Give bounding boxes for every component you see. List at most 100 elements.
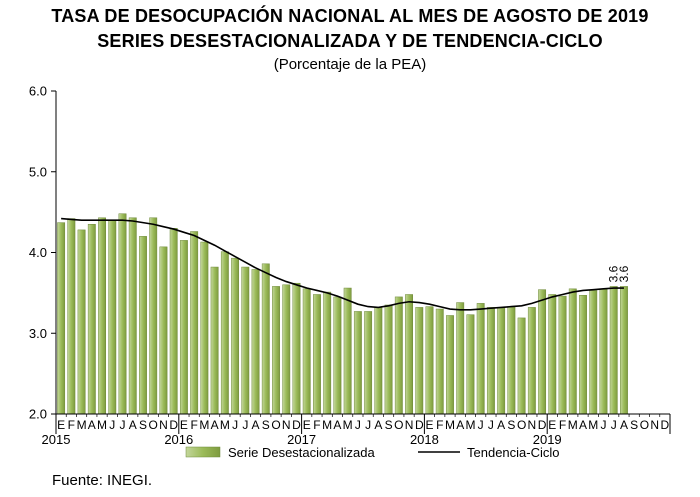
data-label: 3.6 [607,265,621,282]
month-label: O [149,418,158,432]
legend-bar-label: Serie Desestacionalizada [228,445,375,460]
month-label: J [488,418,494,432]
bar [599,288,608,415]
y-tick-label: 6.0 [29,84,47,99]
bar [169,228,178,415]
bar [272,286,280,415]
data-label: 3.6 [617,265,631,282]
month-label: F [559,418,566,432]
month-label: J [232,418,238,432]
y-tick-label: 4.0 [29,245,47,260]
bar [343,287,352,415]
month-label: N [405,418,414,432]
month-label: M [568,418,578,432]
month-label: M [199,418,209,432]
month-label: J [365,418,371,432]
unit-note: (Porcentaje de la PEA) [273,56,427,73]
bar [620,286,628,415]
plot-area: 2.03.04.05.06.0E F M A M J J A S O N D E F M A M J J A S O N D E… [29,84,671,447]
bar [374,307,383,415]
month-label: M [322,418,332,432]
month-label: J [120,418,126,432]
month-label: E [303,418,311,432]
month-label: O [517,418,526,432]
bar [568,288,577,415]
month-label: S [630,418,638,432]
bar [292,282,301,415]
bar [497,307,506,415]
year-label: 2019 [533,432,562,447]
bar [425,306,434,415]
bar [394,296,403,415]
month-label: S [139,418,147,432]
legend-bar-swatch [185,446,221,458]
bar [241,266,250,415]
month-label: N [282,418,291,432]
bar [251,269,260,415]
bar [476,303,485,415]
month-label: F [190,418,197,432]
bar [67,218,76,415]
bar [159,246,168,415]
month-label: F [313,418,320,432]
bar [456,302,465,415]
month-label: J [478,418,484,432]
month-label: O [640,418,649,432]
bar [139,236,147,415]
bar [118,213,127,415]
month-label: D [661,418,670,432]
month-label: A [456,418,464,432]
bar [261,263,270,415]
y-tick-label: 2.0 [29,407,47,422]
month-label: M [97,418,107,432]
month-label: E [548,418,556,432]
month-label: D [169,418,178,432]
bar [589,290,598,415]
bar [435,308,444,415]
trend-line [61,217,624,311]
month-label: A [620,418,628,432]
year-label: 2015 [42,432,71,447]
month-label: D [292,418,301,432]
bar [200,241,209,415]
month-label: N [159,418,168,432]
month-label: E [180,418,188,432]
bar [333,296,342,415]
month-label: M [588,418,598,432]
month-label: J [355,418,361,432]
month-label: E [426,418,434,432]
bar [415,307,424,415]
month-label: M [220,418,230,432]
month-label: J [242,418,248,432]
bar [282,284,291,415]
bar [323,291,332,415]
bar [466,314,475,415]
month-label: N [650,418,659,432]
bar [190,231,199,415]
month-label: M [445,418,455,432]
bar [108,219,117,415]
bar [446,315,454,415]
month-label: M [77,418,87,432]
month-label: N [528,418,537,432]
chart-title: TASA DE DESOCUPACIÓN NACIONAL AL MES DE … [51,6,649,26]
bar [149,217,158,415]
bar [609,286,618,415]
month-label: J [109,418,115,432]
bar [313,294,321,415]
year-label: 2016 [164,432,193,447]
y-tick-label: 5.0 [29,164,47,179]
month-label: A [88,418,96,432]
chart-subtitle: SERIES DESESTACIONALIZADA Y DE TENDENCIA… [97,31,603,51]
month-label: J [600,418,606,432]
bar [210,266,219,415]
year-label: 2018 [410,432,439,447]
bar [353,311,362,415]
month-label: S [507,418,515,432]
bar [87,223,96,415]
bar [302,288,311,415]
bar [77,229,86,415]
month-label: F [68,418,75,432]
source-note: Fuente: INEGI. [52,472,153,489]
